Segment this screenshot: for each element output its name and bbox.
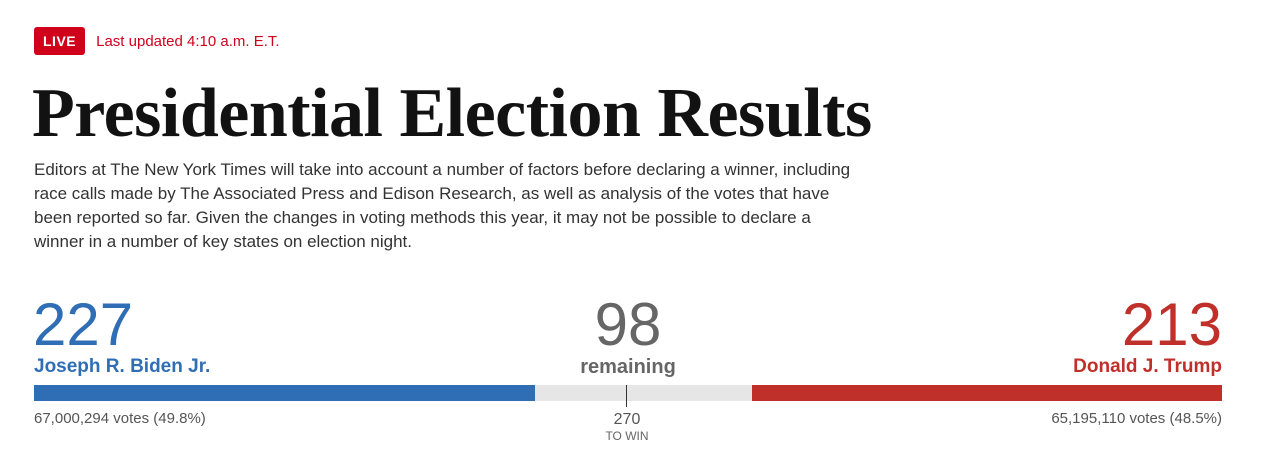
- live-badge: LIVE: [34, 27, 86, 55]
- page-title: Presidential Election Results: [32, 75, 872, 152]
- electoral-vote-bar: [34, 385, 1222, 401]
- biden-popular-votes: 67,000,294 votes (49.8%): [34, 410, 206, 427]
- live-status: LIVE Last updated 4:10 a.m. E.T.: [34, 27, 280, 55]
- last-updated-text: Last updated 4:10 a.m. E.T.: [96, 32, 280, 50]
- biden-name[interactable]: Joseph R. Biden Jr.: [34, 356, 211, 377]
- to-win-number: 270: [613, 411, 641, 428]
- biden-electoral-votes: 227: [33, 291, 134, 358]
- intro-paragraph: Editors at The New York Times will take …: [34, 160, 851, 251]
- trump-electoral-votes: 213: [1121, 291, 1222, 358]
- remaining-label: remaining: [580, 356, 676, 378]
- biden-bar-segment: [34, 385, 536, 401]
- trump-popular-votes: 65,195,110 votes (48.5%): [1051, 410, 1222, 427]
- to-win-label: TO WIN: [605, 429, 649, 443]
- trump-name[interactable]: Donald J. Trump: [1073, 356, 1222, 377]
- remaining-electoral-votes: 98: [594, 291, 662, 358]
- to-win-marker: [626, 385, 627, 407]
- trump-bar-segment: [751, 385, 1222, 401]
